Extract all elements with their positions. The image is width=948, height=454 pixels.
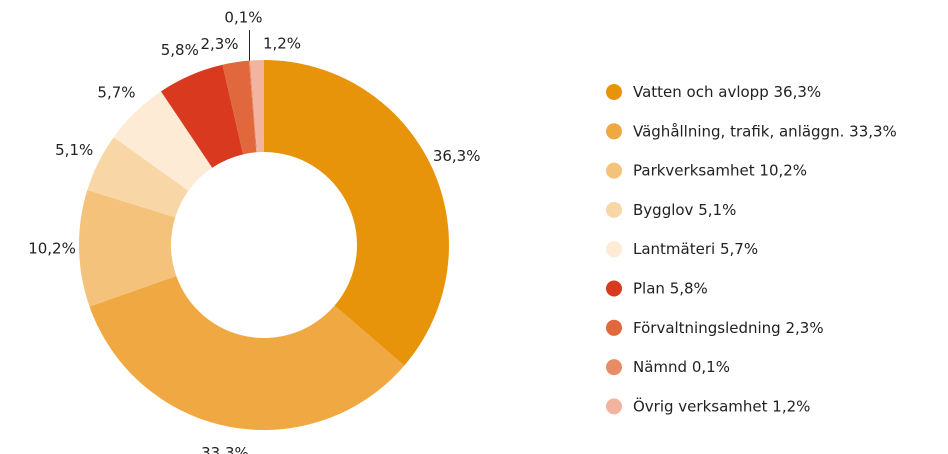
legend-value: 5,7% [720,240,758,258]
legend-name: Förvaltningsledning [633,318,781,336]
data-label: 2,3% [200,35,238,53]
donut-slice [264,60,450,366]
data-label: 0,1% [224,9,262,27]
legend-swatch [606,359,622,376]
legend-label: Plan 5,8% [633,279,708,297]
legend-swatch [606,319,622,336]
legend-value: 2,3% [785,318,823,336]
donut-slice [160,64,244,168]
legend-label: Väghållning, trafik, anläggn. 33,3% [633,122,897,140]
legend-name: Nämnd [633,358,687,376]
donut-slice [113,91,213,191]
legend-label: Bygglov 5,1% [633,200,736,218]
legend-value: 5,8% [670,279,708,297]
legend-name: Bygglov [633,200,694,218]
legend-swatch [606,201,622,218]
legend-value: 36,3% [774,83,822,101]
data-label: 5,8% [161,41,199,59]
legend-swatch [606,123,622,140]
legend-value: 0,1% [692,358,730,376]
legend-value: 1,2% [772,397,810,415]
legend-name: Övrig verksamhet [633,396,768,415]
legend-swatch [606,241,622,258]
data-label: 36,3% [433,147,481,165]
data-label: 10,2% [28,239,76,257]
legend-swatch [606,398,622,415]
donut-slice [87,137,189,218]
legend-value: 33,3% [849,122,897,140]
data-label: 5,7% [97,83,135,101]
legend-label: Övrig verksamhet 1,2% [633,396,810,415]
legend-label: Förvaltningsledning 2,3% [633,318,824,336]
legend-name: Väghållning, trafik, anläggn. [633,122,844,140]
donut-slice [248,60,257,153]
legend-swatch [606,84,622,100]
legend-label: Vatten och avlopp 36,3% [633,83,821,101]
legend-name: Lantmäteri [633,240,715,258]
data-label: 33,3% [201,444,249,454]
legend-label: Lantmäteri 5,7% [633,240,758,258]
legend-value: 10,2% [759,161,807,179]
donut-slice [78,190,177,307]
donut-slice [222,60,257,155]
donut-slice [89,275,405,430]
legend-label: Parkverksamhet 10,2% [633,161,807,179]
legend-swatch [606,280,622,297]
data-label: 5,1% [55,141,93,159]
legend-value: 5,1% [698,200,736,218]
legend-label: Nämnd 0,1% [633,358,730,376]
data-label: 1,2% [263,35,301,53]
legend-swatch [606,162,622,179]
legend-name: Parkverksamhet [633,161,755,179]
legend-name: Vatten och avlopp [633,83,769,101]
legend-name: Plan [633,279,665,297]
donut-slice [250,60,264,153]
